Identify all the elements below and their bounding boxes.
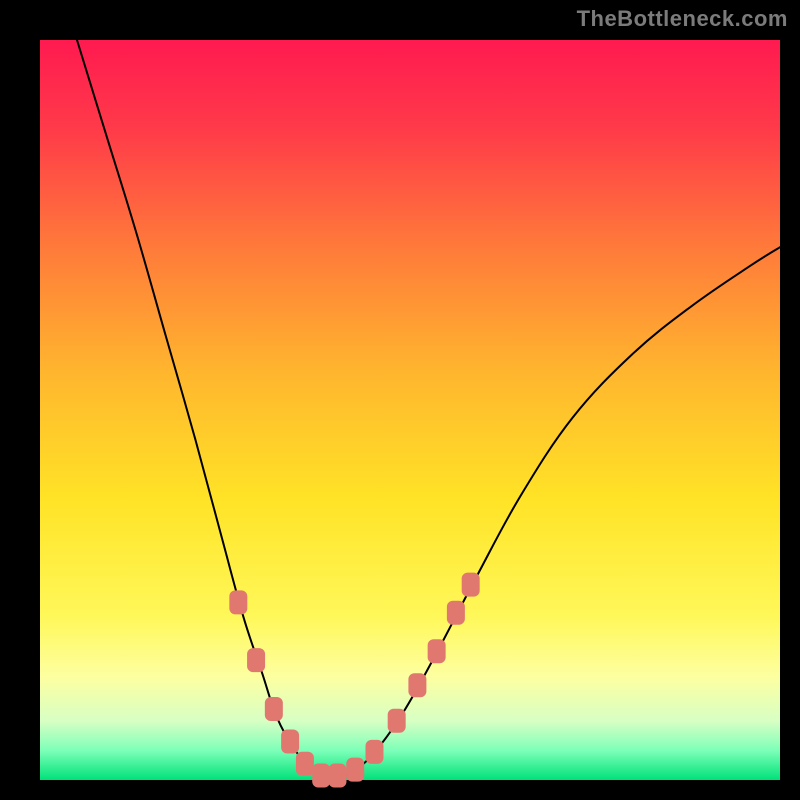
curve-marker (428, 639, 446, 663)
curve-marker (281, 730, 299, 754)
curve-marker (247, 648, 265, 672)
gradient-panel (40, 40, 780, 780)
watermark-text: TheBottleneck.com (577, 6, 788, 32)
curve-marker (229, 590, 247, 614)
chart-stage: TheBottleneck.com (0, 0, 800, 800)
curve-marker (447, 601, 465, 625)
curve-marker (388, 709, 406, 733)
chart-svg (0, 0, 800, 800)
curve-marker (462, 573, 480, 597)
curve-marker (312, 764, 330, 788)
curve-marker (296, 752, 314, 776)
curve-marker (408, 673, 426, 697)
curve-marker (265, 697, 283, 721)
curve-marker (328, 764, 346, 788)
curve-marker (346, 758, 364, 782)
curve-marker (365, 740, 383, 764)
